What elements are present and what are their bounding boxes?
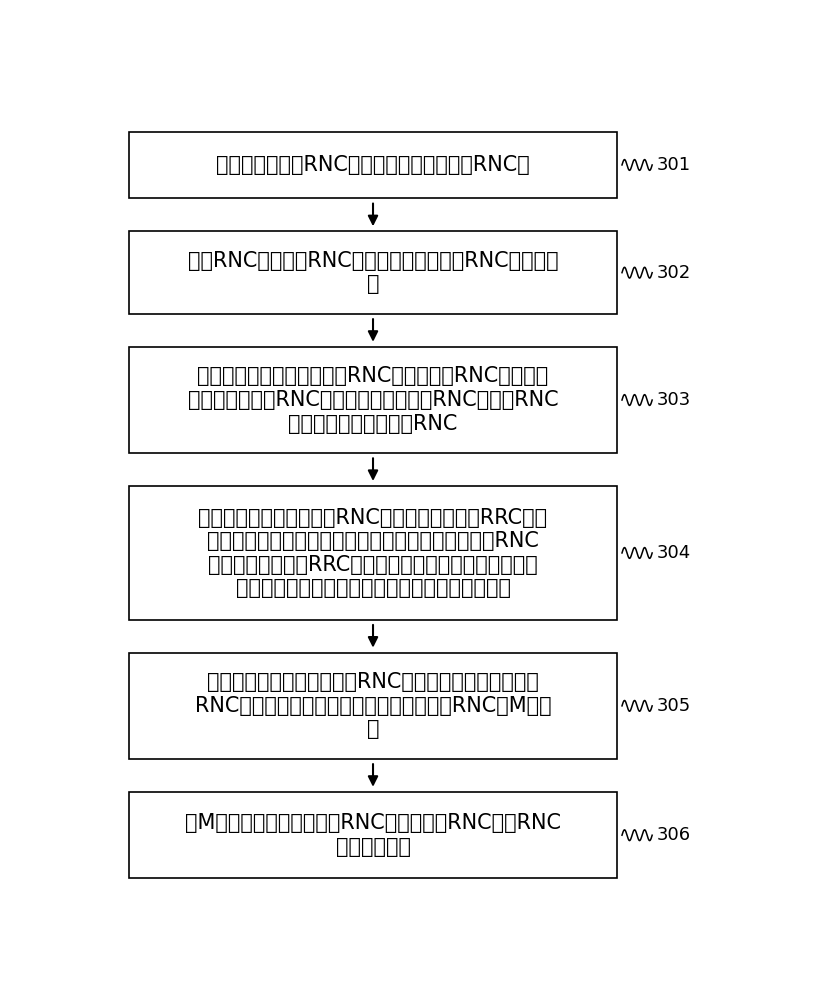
Text: RNC的信令负荷大小，确定需移入负荷调入RNC的M个基: RNC的信令负荷大小，确定需移入负荷调入RNC的M个基 (194, 696, 551, 716)
Bar (129, 132, 616, 198)
Text: 304: 304 (656, 544, 690, 562)
Text: 305: 305 (656, 697, 690, 715)
Text: 建立请求次数的线性关系模型、预先构建的负荷调入RNC: 建立请求次数的线性关系模型、预先构建的负荷调入RNC (207, 531, 538, 551)
Text: 的关于信令负荷与RRC连接建立请求次数的线性关系模型: 的关于信令负荷与RRC连接建立请求次数的线性关系模型 (208, 555, 538, 575)
Bar (129, 792, 616, 878)
Text: 将M个基站移入到负荷调入RNC中，以实现RNC簇中RNC: 将M个基站移入到负荷调入RNC中，以实现RNC簇中RNC (184, 813, 561, 833)
Text: 荷确定负荷调出RNC，并根据与负荷调出RNC相连的RNC: 荷确定负荷调出RNC，并根据与负荷调出RNC相连的RNC (188, 390, 557, 410)
Bar (129, 653, 616, 759)
Text: 根据某一区域内预先构建的RNC簇中的每个RNC的信令负: 根据某一区域内预先构建的RNC簇中的每个RNC的信令负 (197, 366, 548, 386)
Text: 302: 302 (656, 264, 690, 282)
Text: 根据预先构建的负荷调出RNC的关于信令负荷与RRC连接: 根据预先构建的负荷调出RNC的关于信令负荷与RRC连接 (198, 508, 547, 528)
Bar (129, 231, 616, 314)
Text: 计算RNC簇中每个RNC下挂的基站所引起的RNC的信令负: 计算RNC簇中每个RNC下挂的基站所引起的RNC的信令负 (188, 251, 557, 271)
Text: 荷: 荷 (366, 274, 379, 294)
Text: 间的负荷均衡: 间的负荷均衡 (335, 837, 410, 857)
Bar (129, 486, 616, 620)
Text: 计算满足负荷均衡原则的负荷调出量及负荷调入量: 计算满足负荷均衡原则的负荷调出量及负荷调入量 (235, 578, 510, 598)
Text: 303: 303 (656, 391, 690, 409)
Text: 根据负荷调出量和负荷调出RNC下挂的每个基站所引起的: 根据负荷调出量和负荷调出RNC下挂的每个基站所引起的 (207, 672, 538, 692)
Bar (129, 347, 616, 453)
Text: 对某一区域内的RNC进行分类，并构建多个RNC簇: 对某一区域内的RNC进行分类，并构建多个RNC簇 (216, 155, 529, 175)
Text: 站: 站 (366, 719, 379, 739)
Text: 301: 301 (656, 156, 690, 174)
Text: 306: 306 (656, 826, 690, 844)
Text: 的边权值确定负荷调入RNC: 的边权值确定负荷调入RNC (288, 414, 457, 434)
